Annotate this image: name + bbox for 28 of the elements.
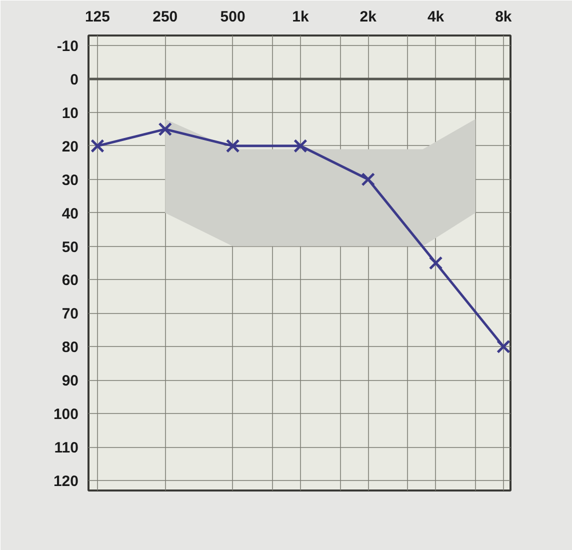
point — [158, 122, 172, 136]
x-tick-label: 125 — [84, 8, 110, 26]
y-tick-label: 10 — [62, 104, 79, 122]
y-tick-label: 60 — [62, 272, 79, 290]
x-tick-label: 2k — [360, 8, 378, 26]
x-tick-label: 250 — [152, 8, 178, 26]
point — [361, 172, 376, 186]
y-tick-label: 0 — [70, 71, 78, 88]
y-tick-label: 70 — [62, 306, 79, 323]
x-tick-label: 1k — [292, 8, 310, 26]
point — [90, 139, 104, 153]
y-tick-label: 30 — [62, 172, 79, 189]
point — [496, 340, 510, 354]
y-tick-label: 100 — [53, 406, 79, 424]
y-tick-label: 90 — [62, 372, 79, 390]
y-tick-label: 40 — [62, 205, 79, 222]
y-tick-label: 110 — [54, 440, 79, 457]
y-tick-label: 120 — [53, 472, 79, 490]
y-tick-label: 50 — [62, 238, 79, 256]
y-tick-label: 20 — [62, 138, 79, 156]
x-tick-label: 8k — [495, 8, 512, 26]
point — [428, 256, 443, 270]
y-tick-label: 80 — [62, 339, 79, 356]
y-tick-label: -10 — [56, 38, 79, 56]
x-tick-label: 4k — [427, 8, 445, 26]
point — [226, 139, 240, 153]
x-tick-label: 500 — [220, 8, 246, 26]
point — [294, 139, 308, 153]
